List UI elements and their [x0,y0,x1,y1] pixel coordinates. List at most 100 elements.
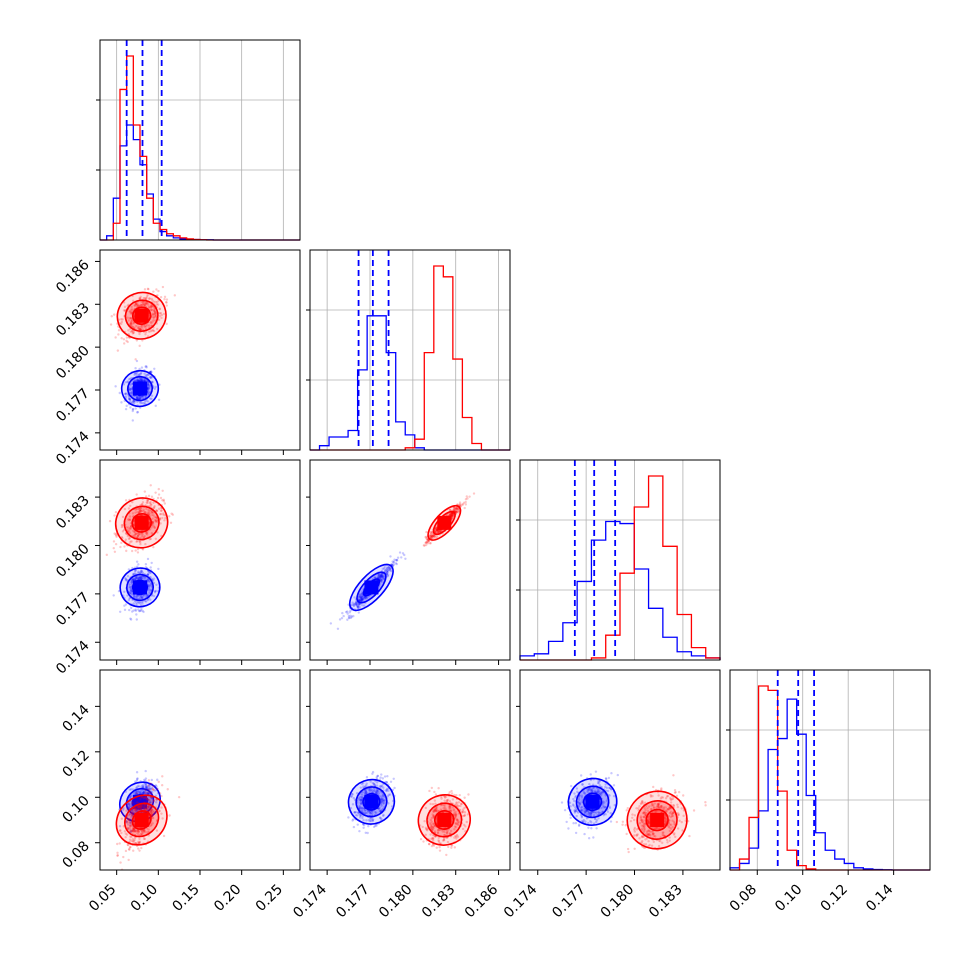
panel-frame [99,249,301,451]
sample-point [380,574,383,578]
sample-point [133,807,136,810]
sample-point [373,784,377,787]
sample-point [382,576,385,580]
sample-point [640,820,644,823]
sample-point [642,822,645,825]
sample-point [395,559,398,562]
sample-point [129,399,132,402]
sample-point [154,315,157,318]
sample-point [145,365,148,368]
sample-point [153,516,156,519]
sample-point [149,375,152,379]
sample-point [594,817,597,821]
sample-point [375,824,378,827]
sample-point [140,503,144,506]
panel-frame [519,459,721,661]
sample-point [148,799,152,803]
sample-point [369,811,372,815]
sample-point [133,304,137,307]
sample-point [589,814,593,818]
sample-point [592,786,596,789]
sample-point [353,596,356,599]
sample-point [150,808,153,811]
hist-series-1 [310,265,510,451]
sample-point [442,838,446,841]
sample-point [372,825,376,829]
sample-point [389,566,392,570]
sample-point [596,791,599,794]
sample-point [387,802,390,805]
sample-point [585,817,589,820]
sample-point [149,376,152,379]
sample-point [573,792,576,795]
sample-point [454,825,457,828]
sample-point [571,803,575,806]
sample-point [148,512,152,515]
sample-point [154,404,157,408]
sample-point [396,556,400,559]
sample-point [135,302,138,305]
sample-point [125,820,129,823]
sample-point [580,815,584,818]
sample-point [425,540,428,544]
sample-point [152,577,156,580]
sample-point [359,593,362,597]
sample-point [149,571,152,575]
sample-point [449,513,452,516]
sample-point [433,824,436,828]
sample-point [452,514,455,517]
sample-point [132,578,135,581]
sample-point [621,820,625,823]
sample-point [358,595,361,599]
sample-point [151,320,154,323]
sample-point [150,792,153,795]
sample-point [569,784,573,788]
sample-point [143,837,147,841]
sample-point [652,804,655,808]
sample-point [454,822,457,825]
sample-point [602,804,605,808]
sample-point [120,401,123,404]
sample-point [381,575,384,578]
sample-point [149,370,153,373]
sample-point [140,785,143,788]
sample-point [387,566,391,569]
sample-point [635,833,638,837]
sample-point [457,822,460,825]
sample-point [148,810,152,814]
sample-point [145,399,148,403]
sample-point [135,801,139,804]
sample-point [463,796,466,799]
sample-point [124,603,128,606]
sample-point [378,574,381,577]
sample-point [350,603,354,607]
sample-point [139,596,142,599]
sample-point [142,791,146,794]
sample-point [143,577,147,580]
sample-point [433,809,436,813]
sample-point [434,806,438,809]
sample-point [649,795,653,798]
sample-point [422,840,425,843]
sample-point [360,598,364,602]
sample-point [133,401,136,404]
sample-point [159,509,163,513]
sample-point [583,811,586,814]
sample-point [137,576,141,580]
sample-point [151,813,154,817]
sample-point [361,806,364,810]
sample-point [141,792,145,795]
sample-point [133,530,136,534]
sample-point [385,780,388,784]
sample-point [456,507,460,510]
sample-point [597,779,600,783]
sample-point [150,305,153,308]
sample-point [365,819,368,822]
sample-point [155,516,158,519]
sample-point [131,837,135,841]
sample-point [147,798,150,801]
sample-point [150,509,153,512]
density-peak [437,813,452,827]
sample-point [645,830,649,834]
sample-point [115,534,118,537]
